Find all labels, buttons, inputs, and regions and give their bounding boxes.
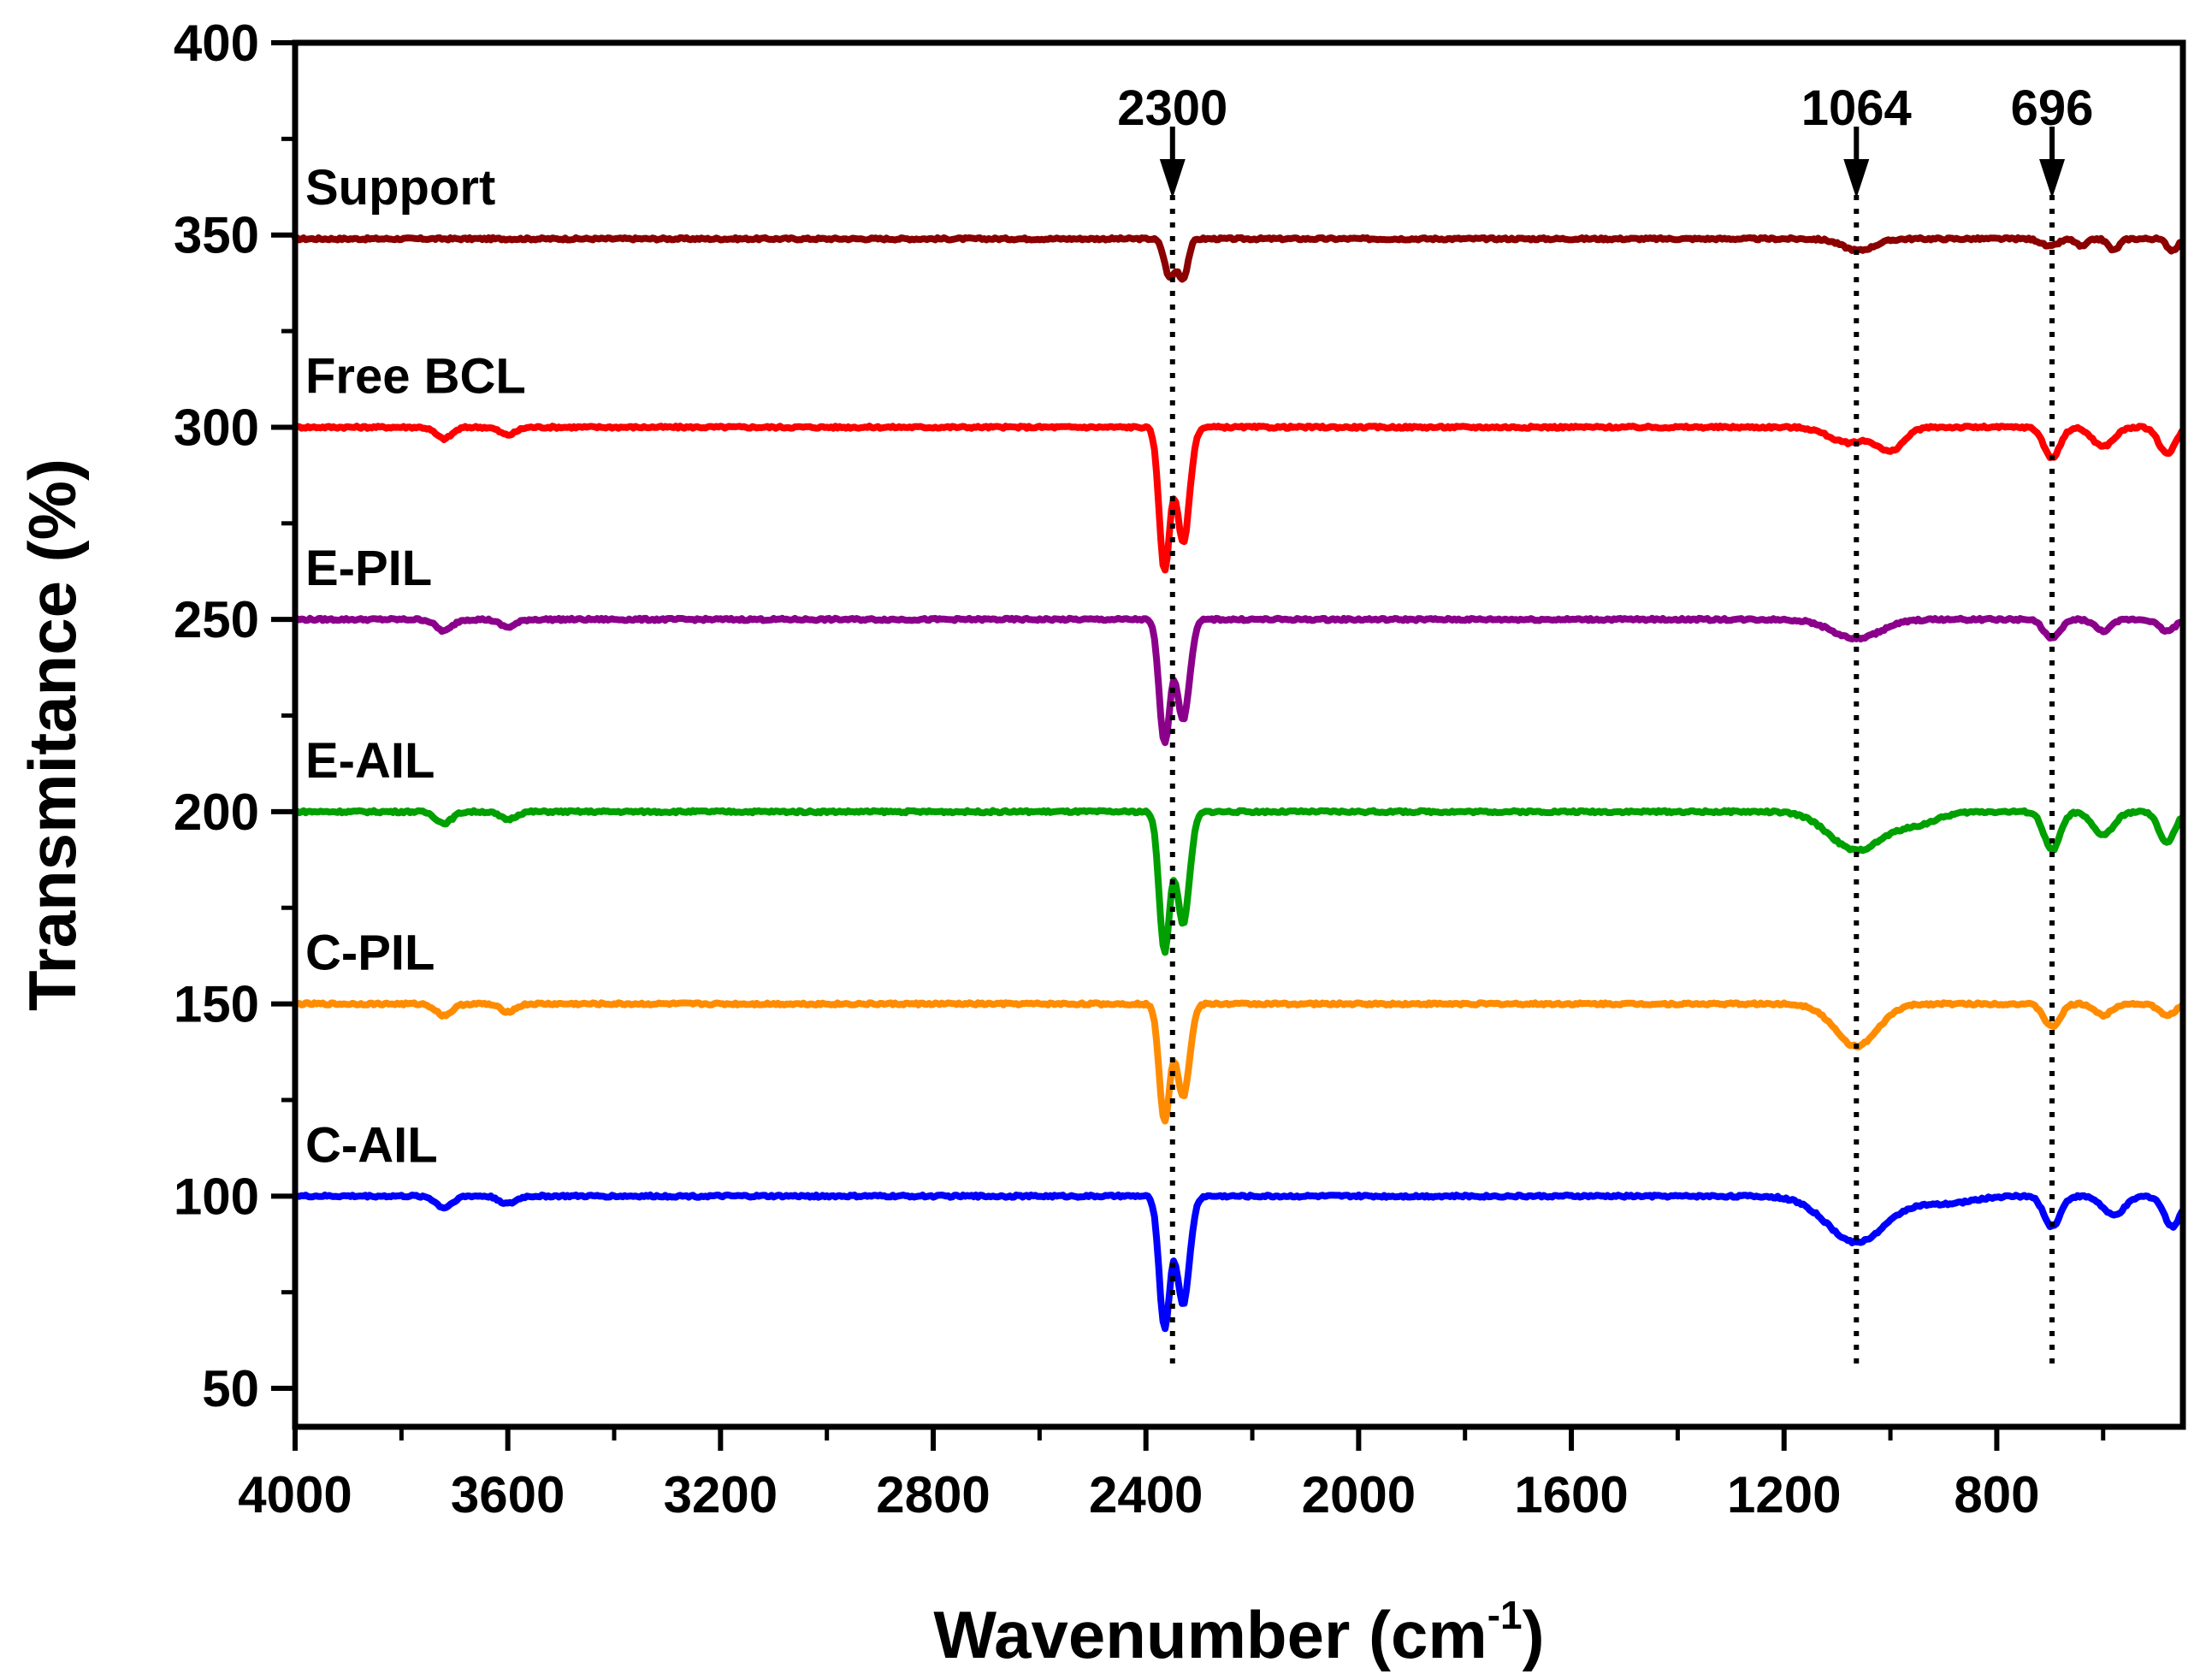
series-line-free-bcl — [292, 423, 2185, 574]
x-axis-title: Wavenumber (cm-1) — [933, 1593, 1544, 1672]
y-tick-label: 250 — [174, 591, 259, 648]
series-label-free-bcl: Free BCL — [305, 348, 526, 404]
series-line-e-pil — [292, 614, 2185, 747]
x-axis-title-tail: ) — [1523, 1597, 1545, 1672]
plot-frame — [292, 39, 2186, 1430]
x-axis-title-main: Wavenumber (cm — [933, 1597, 1487, 1672]
series-label-e-pil: E-PIL — [305, 541, 432, 596]
annotation-arrow-head-1064 — [1843, 159, 1870, 198]
annotation-layer: 2300 1064 696 — [1117, 80, 2093, 1367]
series-label-c-pil: C-PIL — [305, 926, 435, 981]
x-tick-label: 3600 — [451, 1466, 565, 1523]
x-tick-label: 1600 — [1514, 1466, 1628, 1523]
x-tick-label: 2800 — [876, 1466, 990, 1523]
x-tick-label: 4000 — [238, 1466, 352, 1523]
y-tick-label: 150 — [174, 976, 259, 1033]
series-line-e-ail — [292, 807, 2185, 956]
annotation-label-2300: 2300 — [1117, 80, 1227, 136]
y-tick-label: 350 — [174, 207, 259, 264]
x-tick-label: 2400 — [1089, 1466, 1203, 1523]
annotation-label-1064: 1064 — [1801, 80, 1912, 136]
y-axis-title: Transmitance (%) — [15, 458, 90, 1011]
annotation-arrow-head-2300 — [1159, 159, 1186, 198]
series-label-support: Support — [305, 160, 495, 216]
annotation-label-696: 696 — [2011, 80, 2094, 136]
y-tick-label: 50 — [202, 1360, 259, 1417]
x-tick-label: 800 — [1954, 1466, 2039, 1523]
series-line-support — [292, 234, 2185, 283]
axes-layer: 4000 3600 3200 2800 2400 2000 1600 1200 800 50 100… — [15, 15, 2186, 1672]
series-label-e-ail: E-AIL — [305, 733, 435, 789]
y-tick-label: 200 — [174, 784, 259, 841]
x-tick-label: 2000 — [1302, 1466, 1416, 1523]
x-tick-label: 1200 — [1727, 1466, 1841, 1523]
annotation-arrow-head-696 — [2039, 159, 2066, 198]
y-tick-label: 100 — [174, 1168, 259, 1225]
y-tick-label: 400 — [174, 15, 259, 72]
series-label-c-ail: C-AIL — [305, 1117, 438, 1173]
x-axis-title-sup: -1 — [1487, 1593, 1523, 1637]
x-tick-label: 3200 — [664, 1466, 778, 1523]
series-layer: Support Free BCL E-PIL E-AIL C-PIL C-AIL — [292, 160, 2185, 1333]
series-line-c-ail — [292, 1192, 2185, 1333]
y-tick-label: 300 — [174, 399, 259, 456]
series-line-c-pil — [292, 999, 2185, 1125]
